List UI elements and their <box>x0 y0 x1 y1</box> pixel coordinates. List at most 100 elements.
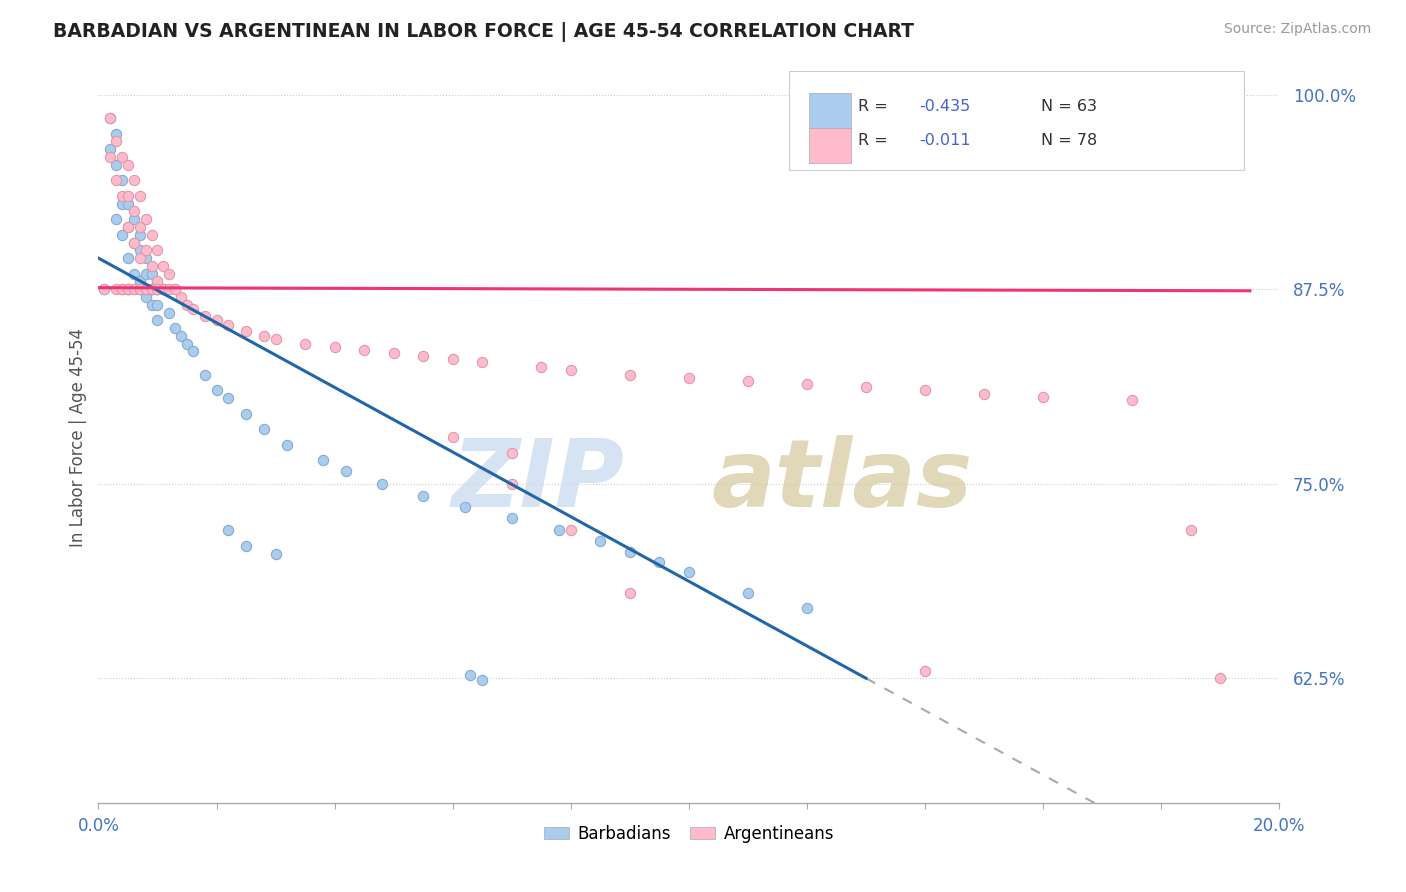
Point <box>128 282 150 296</box>
Point <box>93 282 115 296</box>
Point <box>181 344 204 359</box>
Point <box>471 673 494 687</box>
Legend: Barbadians, Argentineans: Barbadians, Argentineans <box>537 818 841 849</box>
Point <box>105 282 128 296</box>
Point <box>648 555 671 569</box>
Point <box>141 298 163 312</box>
Point <box>412 349 434 363</box>
Point <box>128 227 150 242</box>
Point <box>205 313 228 327</box>
Text: atlas: atlas <box>711 435 973 527</box>
Point <box>128 282 150 296</box>
Point <box>146 244 169 258</box>
Point <box>117 251 139 265</box>
Point <box>235 324 257 338</box>
Point <box>141 282 163 296</box>
Point <box>128 189 150 203</box>
Point <box>152 282 174 296</box>
Point <box>98 142 121 156</box>
Point <box>146 298 169 312</box>
Point <box>135 282 157 296</box>
Point <box>146 282 169 296</box>
Point <box>111 282 134 296</box>
Point <box>122 235 145 250</box>
Point <box>98 111 121 125</box>
Point <box>176 336 198 351</box>
Point <box>111 173 134 187</box>
Point <box>471 355 494 369</box>
Point <box>217 318 239 332</box>
Point <box>98 111 121 125</box>
Point <box>135 290 157 304</box>
Point <box>111 189 134 203</box>
Point <box>353 343 375 357</box>
Point <box>157 267 180 281</box>
Point <box>678 371 700 385</box>
Point <box>105 127 128 141</box>
Point <box>194 368 217 382</box>
Text: BARBADIAN VS ARGENTINEAN IN LABOR FORCE | AGE 45-54 CORRELATION CHART: BARBADIAN VS ARGENTINEAN IN LABOR FORCE … <box>53 22 914 42</box>
Point <box>501 511 523 525</box>
Point <box>217 391 239 405</box>
Point <box>914 384 936 398</box>
Point <box>117 219 139 234</box>
Text: N = 63: N = 63 <box>1040 99 1097 114</box>
Point <box>128 244 150 258</box>
Point <box>117 158 139 172</box>
Point <box>181 302 204 317</box>
Point <box>122 267 145 281</box>
Point <box>441 430 464 444</box>
Text: -0.011: -0.011 <box>920 133 972 148</box>
Point <box>111 282 134 296</box>
Point <box>122 212 145 227</box>
Point <box>312 453 335 467</box>
Point <box>678 566 700 580</box>
Point <box>323 340 346 354</box>
Text: N = 78: N = 78 <box>1040 133 1097 148</box>
Point <box>122 235 145 250</box>
Point <box>264 547 287 561</box>
Point <box>135 282 157 296</box>
Text: Source: ZipAtlas.com: Source: ZipAtlas.com <box>1223 22 1371 37</box>
Point <box>111 196 134 211</box>
Point <box>1121 392 1143 407</box>
Point <box>453 500 475 515</box>
Point <box>335 464 357 478</box>
Point <box>135 251 157 265</box>
Point <box>122 282 145 296</box>
Point <box>141 259 163 273</box>
Point <box>264 332 287 346</box>
Point <box>141 282 163 296</box>
Point <box>122 173 145 187</box>
Point <box>146 275 169 289</box>
Point <box>146 282 169 296</box>
Point <box>530 359 553 374</box>
Point <box>117 219 139 234</box>
Point <box>1209 671 1232 685</box>
Point <box>146 282 169 296</box>
Point <box>141 282 163 296</box>
Point <box>170 329 193 343</box>
Point <box>122 204 145 219</box>
Point <box>412 489 434 503</box>
Point <box>146 313 169 327</box>
Point <box>157 305 180 319</box>
Point <box>141 282 163 296</box>
Point <box>105 135 128 149</box>
Point <box>135 212 157 227</box>
FancyBboxPatch shape <box>810 128 851 163</box>
Point <box>165 282 187 296</box>
Point <box>253 329 276 343</box>
Point <box>737 585 759 599</box>
Point <box>441 352 464 367</box>
Point <box>128 219 150 234</box>
Point <box>235 539 257 553</box>
Point <box>105 212 128 227</box>
Point <box>141 267 163 281</box>
Text: -0.435: -0.435 <box>920 99 970 114</box>
Point <box>165 321 187 335</box>
Point <box>157 282 180 296</box>
Point <box>152 282 174 296</box>
Point <box>141 227 163 242</box>
Point <box>105 173 128 187</box>
